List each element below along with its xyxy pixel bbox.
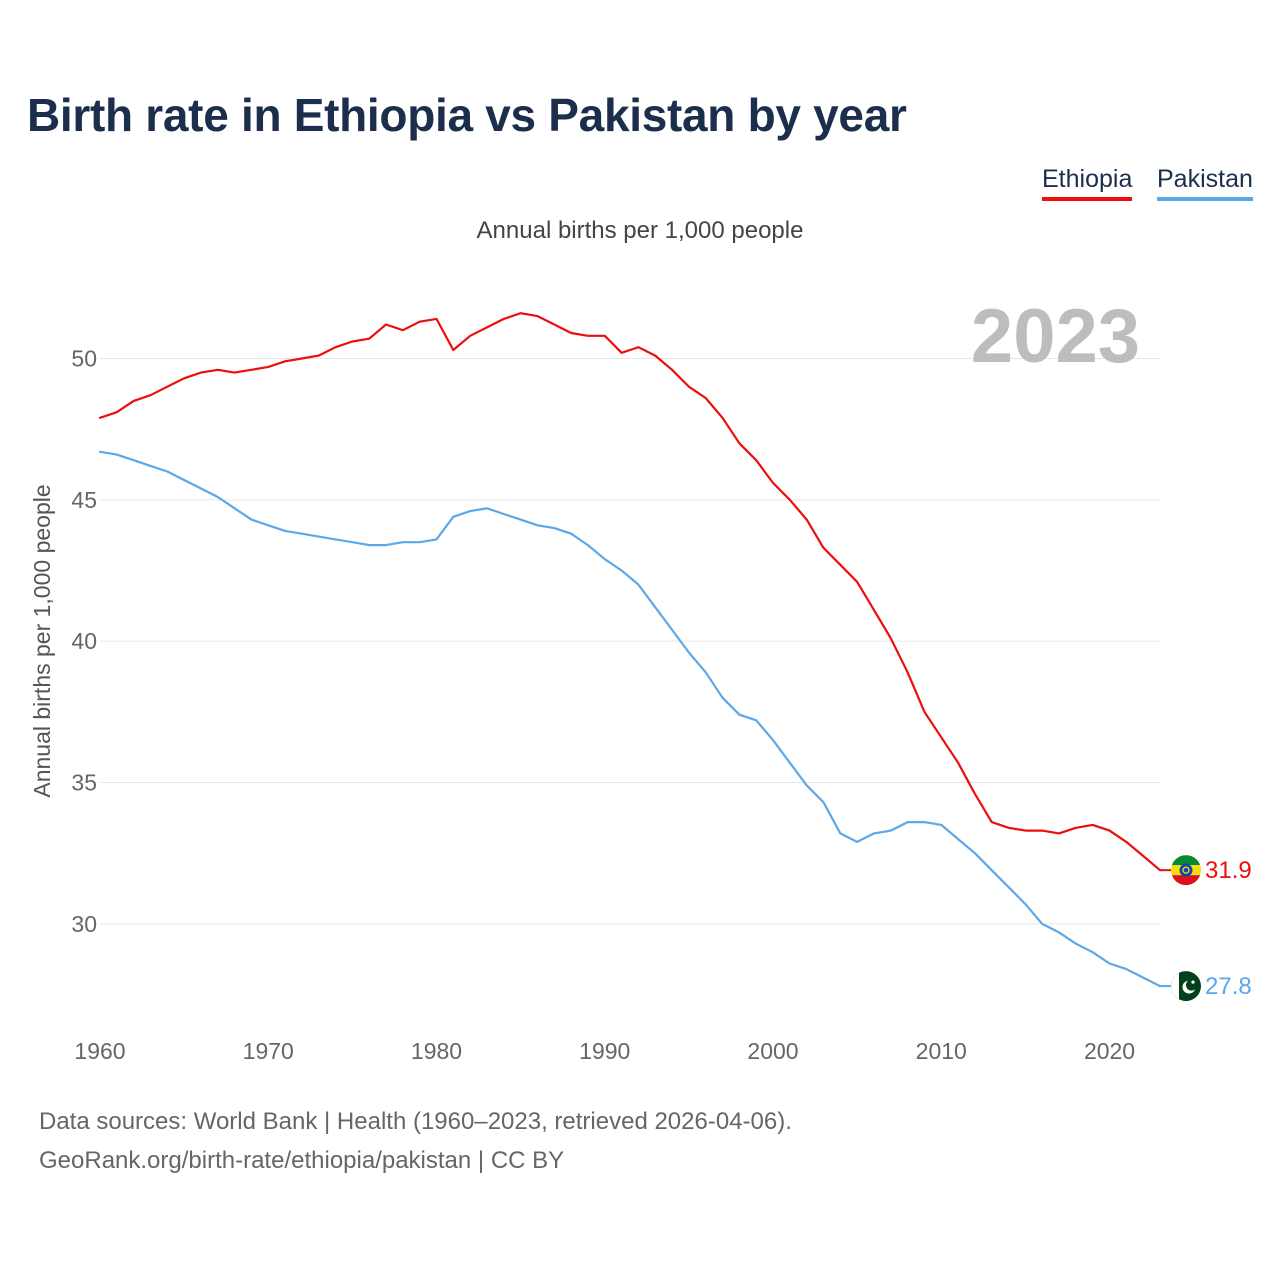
legend-item-pakistan[interactable]: Pakistan: [1157, 165, 1253, 201]
x-tick-label: 2020: [1084, 1038, 1135, 1064]
y-tick-label: 40: [71, 628, 97, 654]
page-title: Birth rate in Ethiopia vs Pakistan by ye…: [27, 89, 907, 141]
y-tick-label: 30: [71, 911, 97, 937]
chart-subtitle: Annual births per 1,000 people: [476, 217, 804, 244]
series-end-markers: 31.9 27.8: [1160, 855, 1252, 1002]
series-lines: [98, 312, 1162, 988]
footer-sources: Data sources: World Bank | Health (1960–…: [39, 1108, 792, 1135]
axis-ticks: 30 35 40 45 50 1960 1970 1980 1990 2000 2010 2020: [71, 345, 1135, 1064]
footer-credit[interactable]: GeoRank.org/birth-rate/ethiopia/pakistan…: [39, 1147, 565, 1174]
legend-item-ethiopia[interactable]: Ethiopia: [1042, 165, 1133, 201]
series-line-ethiopia[interactable]: [98, 312, 1162, 872]
x-tick-label: 1990: [579, 1038, 630, 1064]
y-tick-label: 50: [71, 345, 97, 371]
series-end-value: 27.8: [1205, 973, 1252, 1000]
grid-lines: [100, 357, 1160, 925]
series-end-value: 31.9: [1205, 857, 1252, 884]
series-line-pakistan[interactable]: [98, 450, 1162, 988]
ethiopia-flag-icon: [1160, 855, 1201, 886]
year-watermark: 2023: [971, 294, 1140, 379]
y-axis-title: Annual births per 1,000 people: [29, 484, 55, 797]
x-tick-label: 2010: [916, 1038, 967, 1064]
x-tick-label: 1980: [411, 1038, 462, 1064]
x-tick-label: 1970: [243, 1038, 294, 1064]
y-tick-label: 45: [71, 487, 97, 513]
x-tick-label: 2000: [747, 1038, 798, 1064]
x-tick-label: 1960: [74, 1038, 125, 1064]
y-tick-label: 35: [71, 770, 97, 796]
pakistan-flag-icon: [1160, 971, 1201, 1002]
